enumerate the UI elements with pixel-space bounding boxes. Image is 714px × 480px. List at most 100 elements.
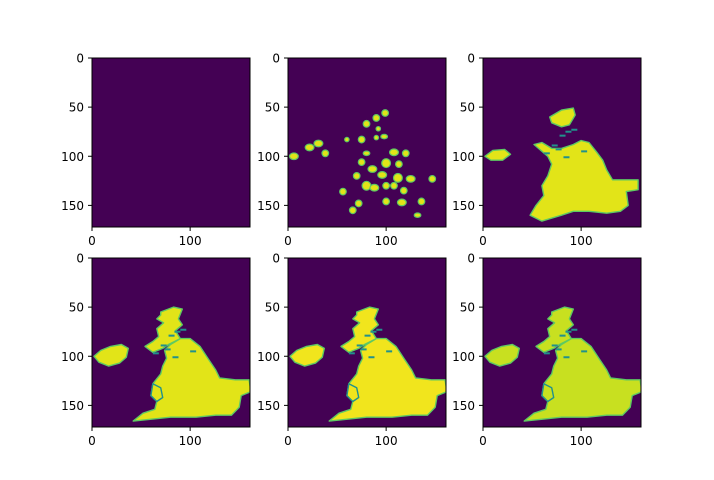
seed-blob	[313, 139, 324, 148]
seed-blob	[381, 158, 392, 169]
land-wales	[150, 383, 164, 403]
land-wales	[541, 383, 555, 403]
x-tick-label: 100	[375, 234, 398, 248]
growing-speckle	[581, 150, 588, 153]
growing-speckle	[563, 156, 570, 159]
full-speckle	[368, 356, 375, 359]
y-tick-label: 50	[69, 101, 84, 115]
subplot-row2-col2: 0 50 100 150 0 100	[257, 252, 447, 448]
x-tick-label: 100	[570, 434, 593, 448]
seed-blob	[321, 149, 330, 158]
full-speckle	[555, 348, 562, 351]
y-tick-label: 150	[61, 399, 84, 413]
y-tick-label: 150	[452, 199, 475, 213]
seed-blob	[344, 136, 350, 143]
growing-speckle	[555, 148, 562, 151]
seed-blob	[382, 197, 391, 206]
axes-frame	[91, 257, 251, 428]
full-speckle	[360, 348, 367, 351]
y-tick-label: 0	[272, 52, 280, 66]
y-tick-label: 150	[257, 399, 280, 413]
y-tick-label: 150	[452, 399, 475, 413]
growing-speckle	[551, 144, 558, 147]
seed-blob	[428, 174, 437, 183]
map-image	[93, 306, 250, 422]
seed-blob	[357, 135, 366, 144]
land-ireland	[484, 148, 512, 161]
axes-frame	[91, 57, 251, 228]
seed-blob	[401, 149, 410, 158]
seed-blob	[367, 165, 378, 173]
full-speckle	[563, 356, 570, 359]
seed-blob	[288, 152, 299, 161]
x-tick-label: 100	[570, 234, 593, 248]
map-image	[289, 306, 446, 422]
seed-blob	[388, 148, 399, 157]
full-speckle	[348, 352, 355, 355]
full-speckle	[559, 334, 566, 337]
y-tick-label: 0	[467, 52, 475, 66]
full-speckle	[370, 330, 377, 333]
land-north	[549, 107, 576, 128]
full-speckle	[386, 350, 393, 353]
axes-frame	[482, 257, 642, 428]
seed-blob	[372, 114, 381, 122]
growing-speckle	[571, 128, 578, 131]
seed-blob	[380, 133, 389, 140]
seed-blob	[375, 125, 382, 132]
full-speckle	[180, 328, 187, 331]
map-image	[484, 107, 639, 222]
full-speckle	[152, 352, 159, 355]
seed-blob	[362, 150, 371, 157]
full-speckle	[356, 344, 363, 347]
y-tick-label: 100	[452, 350, 475, 364]
axes-frame	[482, 57, 642, 228]
seed-blob	[381, 109, 390, 117]
axes-frame	[287, 57, 447, 228]
seed-blob	[399, 186, 408, 195]
seed-blob	[369, 183, 380, 192]
y-tick-label: 50	[265, 101, 280, 115]
full-speckle	[164, 348, 171, 351]
seed-blob	[348, 206, 357, 215]
seed-blob	[352, 172, 361, 180]
x-tick-label: 0	[88, 234, 96, 248]
land-ireland	[484, 343, 520, 367]
land-england	[132, 337, 250, 422]
full-speckle	[551, 344, 558, 347]
x-tick-label: 100	[179, 434, 202, 448]
growing-speckle	[559, 134, 566, 137]
land-england	[523, 337, 641, 422]
seed-blob	[354, 199, 363, 208]
y-tick-label: 50	[460, 301, 475, 315]
seed-blob	[396, 198, 407, 207]
land-england	[328, 337, 446, 422]
full-speckle	[565, 330, 572, 333]
growing-speckle	[543, 152, 550, 155]
y-tick-label: 50	[265, 301, 280, 315]
seed-blob	[405, 174, 416, 183]
seed-blob	[339, 187, 347, 196]
seed-blob	[413, 212, 422, 219]
full-speckle	[190, 350, 197, 353]
full-speckle	[543, 352, 550, 355]
growing-speckle	[565, 130, 572, 133]
seed-blob	[304, 143, 315, 152]
seed-blob	[377, 171, 388, 179]
y-tick-label: 150	[257, 199, 280, 213]
subplot-row1-col1: 0 50 100 150 0 100	[61, 52, 251, 248]
land-wales	[346, 383, 360, 403]
subplot-row2-col3: 0 50 100 150 0 100	[452, 252, 642, 448]
full-speckle	[364, 334, 371, 337]
seed-blob	[382, 181, 391, 190]
full-speckle	[581, 350, 588, 353]
land-ireland	[93, 343, 130, 367]
y-tick-label: 100	[452, 150, 475, 164]
y-tick-label: 0	[272, 252, 280, 266]
y-tick-label: 50	[69, 301, 84, 315]
full-speckle	[160, 344, 167, 347]
land-scotland	[144, 306, 184, 353]
y-tick-label: 100	[61, 350, 84, 364]
x-tick-label: 0	[284, 434, 292, 448]
